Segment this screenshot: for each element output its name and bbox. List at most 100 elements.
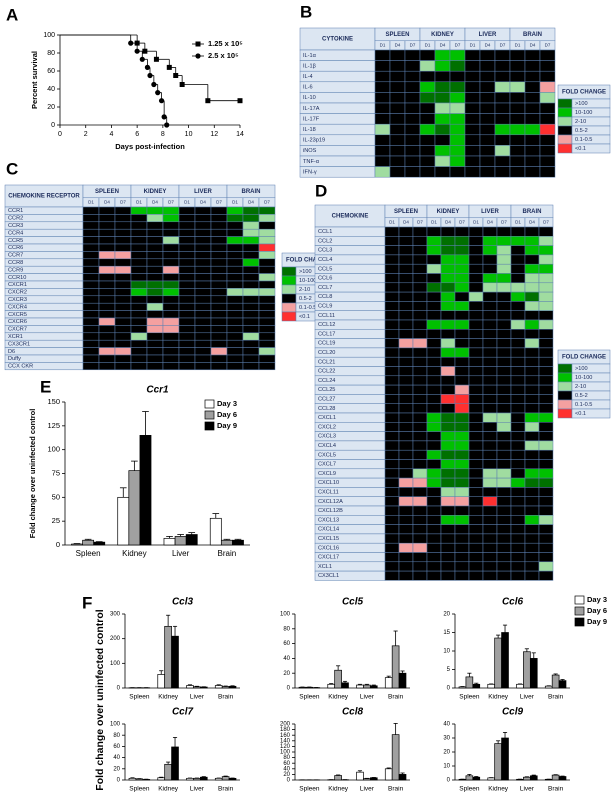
heatmap-cell: [98, 288, 116, 297]
heatmap-cell: [539, 166, 556, 178]
heatmap-cell: [242, 317, 260, 326]
bar: [398, 774, 407, 781]
heatmap-cell: [398, 449, 414, 460]
heatmap-cell: [510, 487, 526, 497]
heatmap-cell: [524, 542, 540, 553]
heatmap-cell: [524, 468, 540, 479]
heatmap-cell: [468, 496, 484, 507]
heatmap-cell: [210, 243, 228, 252]
heatmap-cell: [404, 166, 421, 178]
heatmap-cell: [226, 347, 244, 356]
heatmap-cell: [374, 49, 391, 61]
heatmap-cell: [242, 243, 260, 252]
heatmap-cell: [210, 354, 228, 363]
heatmap-cell: [398, 552, 414, 563]
heatmap-cell: [194, 228, 212, 237]
heatmap-cell: [538, 422, 554, 432]
heatmap-cell: [454, 533, 470, 544]
heatmap-cell: [468, 570, 484, 581]
y-tick-label: 0: [56, 540, 60, 549]
row-label: CXCR2: [8, 290, 27, 296]
marker: [144, 64, 151, 70]
heatmap-cell: [82, 214, 100, 223]
heatmap-cell: [454, 515, 470, 525]
heatmap-cell: [162, 347, 180, 356]
heatmap-cell: [398, 515, 414, 525]
heatmap-cell: [226, 251, 244, 260]
heatmap-cell: [468, 338, 484, 349]
heatmap-cell: [412, 282, 428, 293]
heatmap-cell: [426, 384, 442, 395]
heatmap-cell: [384, 394, 400, 404]
heatmap-cell: [494, 145, 511, 157]
heatmap-cell: [468, 505, 484, 516]
heatmap-cell: [482, 431, 498, 442]
row-label: CCL1: [318, 229, 332, 235]
heatmap-cell: [374, 113, 391, 125]
heatmap-cell: [146, 339, 164, 348]
heatmap-cell: [130, 265, 148, 274]
group-label: LIVER: [194, 189, 212, 195]
heatmap-cell: [440, 431, 456, 442]
heatmap-cell: [482, 449, 498, 460]
heatmap-cell: [130, 317, 148, 326]
heatmap-cell: [162, 325, 180, 334]
heatmap-cell: [440, 403, 456, 414]
row-label-cell: [4, 347, 84, 356]
heatmap-cell: [538, 273, 554, 284]
heatmap-cell: [454, 524, 470, 535]
heatmap-cell: [426, 375, 442, 386]
row-label: CCL17: [318, 331, 335, 337]
group-label: BRAIN: [523, 209, 542, 215]
heatmap-cell: [496, 319, 512, 330]
heatmap-cell: [419, 49, 436, 61]
heatmap-cell: [98, 339, 116, 348]
row-label: CCR8: [8, 260, 23, 266]
heatmap-cell: [130, 325, 148, 334]
heatmap-cell: [146, 354, 164, 363]
heatmap-cell: [398, 310, 414, 321]
bar: [523, 651, 531, 689]
column-label: D4: [248, 200, 254, 205]
heatmap-cell: [468, 533, 484, 544]
heatmap-cell: [114, 243, 132, 252]
heatmap-cell: [178, 228, 196, 237]
y-tick-label: 100: [280, 612, 291, 618]
column-label: D1: [515, 220, 521, 225]
heatmap-cell: [226, 214, 244, 223]
heatmap-cell: [82, 354, 100, 363]
legend-swatch: [557, 98, 573, 109]
x-tick-label: Brain: [388, 786, 404, 793]
legend-swatch: [557, 116, 573, 127]
heatmap-cell: [210, 228, 228, 237]
heatmap-cell: [468, 394, 484, 404]
column-label: D1: [389, 220, 395, 225]
heatmap-cell: [419, 145, 436, 157]
legend-swatch: [281, 275, 297, 286]
y-tick-label: 0: [287, 686, 291, 692]
heatmap-cell: [538, 533, 554, 544]
row-label: CXCL7: [318, 462, 336, 468]
heatmap-cell: [468, 356, 484, 367]
heatmap-cell: [258, 295, 276, 304]
heatmap-cell: [210, 221, 228, 230]
legend-swatch: [281, 302, 297, 313]
heatmap-cell: [384, 319, 400, 330]
heatmap-cell: [194, 288, 212, 297]
heatmap-cell: [178, 317, 196, 326]
heatmap-cell: [538, 449, 554, 460]
legend-label: Day 9: [587, 617, 607, 626]
legend-label-cell: [571, 143, 611, 154]
y-tick-label: 150: [47, 397, 60, 406]
heatmap-cell: [440, 384, 456, 395]
heatmap-cell: [509, 145, 526, 157]
y-tick-label: 160: [280, 733, 291, 739]
heatmap-cell: [482, 459, 498, 470]
heatmap-cell: [389, 70, 406, 83]
heatmap-cell: [538, 440, 554, 451]
row-label: CCL5: [318, 266, 332, 272]
row-label: CCL27: [318, 397, 335, 403]
legend-label: <0.1: [575, 411, 586, 417]
marker: [128, 40, 134, 46]
heatmap-cell: [210, 288, 228, 297]
